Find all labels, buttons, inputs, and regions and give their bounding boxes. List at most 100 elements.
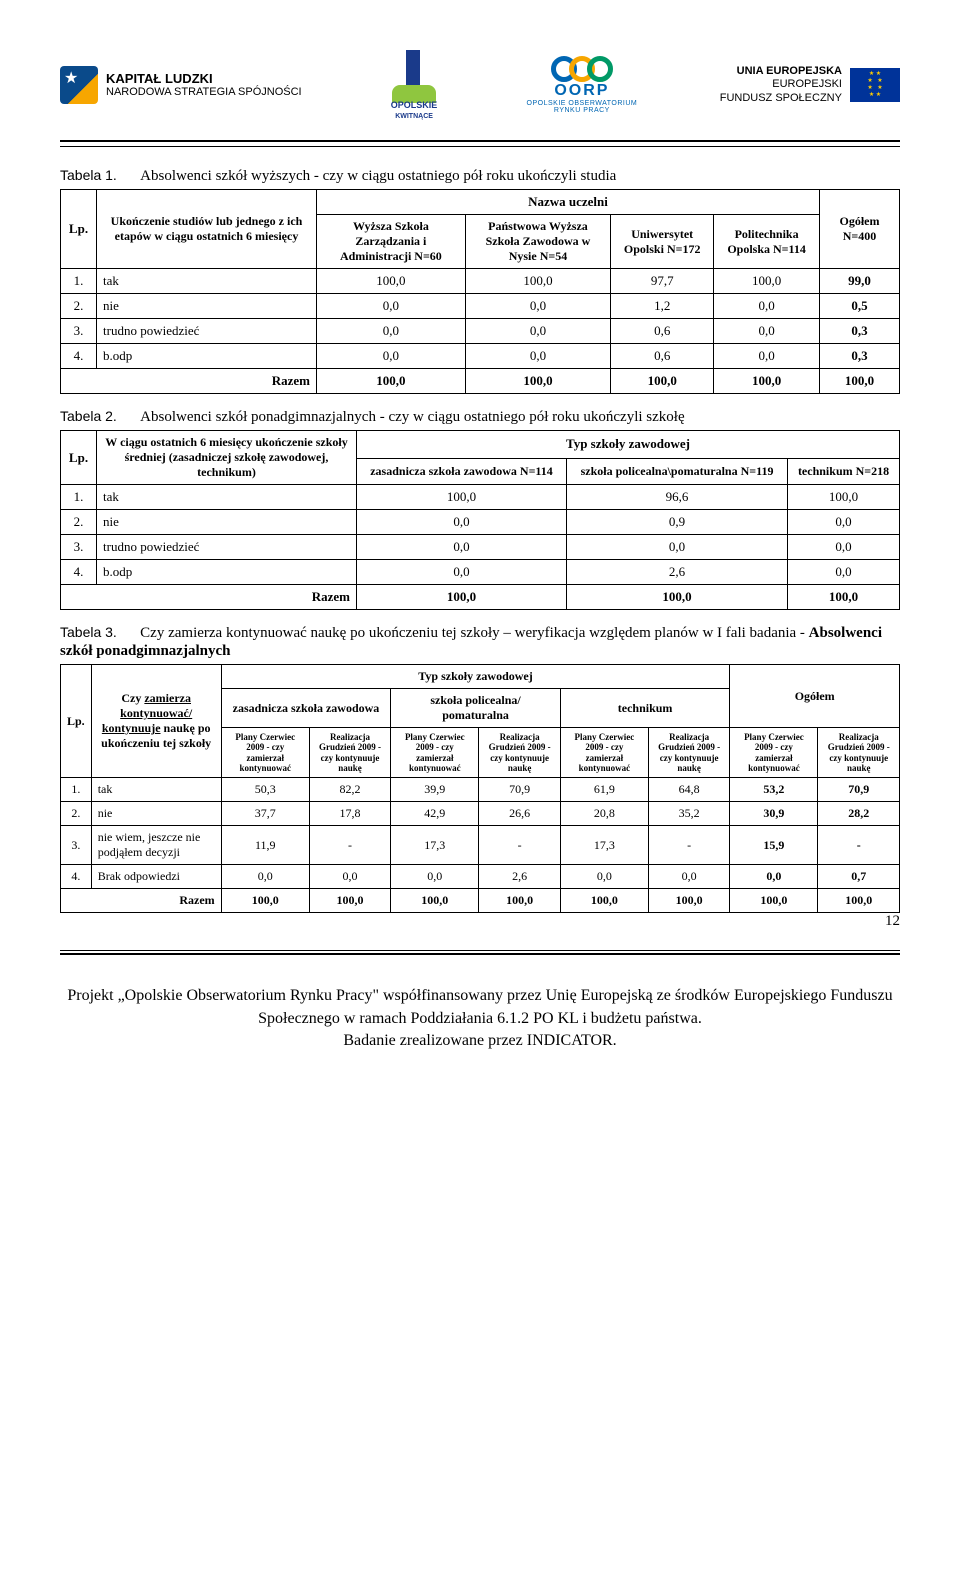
- t3-h-plan: Plany Czerwiec 2009 - czy zamierzał kont…: [730, 728, 818, 778]
- t2-h-desc: W ciągu ostatnich 6 miesięcy ukończenie …: [97, 431, 357, 485]
- t2-h-c2: technikum N=218: [788, 458, 900, 484]
- cell-label: trudno powiedzieć: [97, 319, 317, 344]
- logo-kapital-ludzki: KAPITAŁ LUDZKI NARODOWA STRATEGIA SPÓJNO…: [60, 66, 302, 104]
- cell-value: 2,6: [479, 865, 560, 889]
- cell-value: 0,3: [820, 344, 900, 369]
- table-row-razem: Razem100,0100,0100,0100,0100,0100,0100,0…: [61, 889, 900, 913]
- header-rule-1: [60, 140, 900, 142]
- table-row-razem: Razem100,0100,0100,0100,0100,0: [61, 369, 900, 394]
- cell-value: 0,0: [560, 865, 648, 889]
- t1-label: Tabela 1.: [60, 167, 117, 183]
- t3-h-real: Realizacja Grudzień 2009 - czy kontynuuj…: [309, 728, 390, 778]
- cell-value: 0,5: [820, 294, 900, 319]
- cell-value: 82,2: [309, 778, 390, 802]
- cell-razem-value: 100,0: [648, 889, 729, 913]
- cell-razem-label: Razem: [61, 369, 317, 394]
- t2-label: Tabela 2.: [60, 408, 117, 424]
- cell-value: 96,6: [566, 485, 787, 510]
- cell-value: 39,9: [391, 778, 479, 802]
- cell-value: 17,3: [391, 826, 479, 865]
- t3-h-sg1: szkoła policealna/ pomaturalna: [391, 689, 561, 728]
- t3-h-total: Ogółem: [730, 665, 900, 728]
- footer-rule-2: [60, 953, 900, 955]
- cell-lp: 4.: [61, 560, 97, 585]
- eu-flag-icon: [850, 68, 900, 102]
- t3-h-plan: Plany Czerwiec 2009 - czy zamierzał kont…: [221, 728, 309, 778]
- cell-razem-label: Razem: [61, 889, 222, 913]
- cell-value: 0,0: [357, 535, 567, 560]
- cell-value: 0,0: [309, 865, 390, 889]
- t1-h-total: Ogółem N=400: [820, 190, 900, 269]
- cell-value: 0,7: [818, 865, 900, 889]
- kl-title: KAPITAŁ LUDZKI: [106, 71, 213, 86]
- cell-value: 0,0: [317, 319, 466, 344]
- kl-sub: NARODOWA STRATEGIA SPÓJNOŚCI: [106, 86, 302, 98]
- cell-value: -: [648, 826, 729, 865]
- cell-razem-value: 100,0: [479, 889, 560, 913]
- footer-line2: Badanie zrealizowane przez INDICATOR.: [60, 1030, 900, 1052]
- cell-value: 70,9: [818, 778, 900, 802]
- cell-value: 37,7: [221, 802, 309, 826]
- t3-label: Tabela 3.: [60, 624, 117, 640]
- op-text: OPOLSKIE KWITNĄCE: [384, 100, 444, 120]
- cell-value: 0,0: [317, 294, 466, 319]
- cell-value: -: [818, 826, 900, 865]
- cell-value: 100,0: [788, 485, 900, 510]
- cell-value: 61,9: [560, 778, 648, 802]
- cell-label: nie: [97, 510, 357, 535]
- cell-razem-label: Razem: [61, 585, 357, 610]
- table-3: Lp. Czy zamierza kontynuować/ kontynuuje…: [60, 664, 900, 913]
- table-row: 3.trudno powiedzieć0,00,00,60,00,3: [61, 319, 900, 344]
- footer-line1: Projekt „Opolskie Obserwatorium Rynku Pr…: [60, 985, 900, 1030]
- cell-value: 17,8: [309, 802, 390, 826]
- cell-value: 0,0: [566, 535, 787, 560]
- t1-title: Absolwenci szkół wyższych - czy w ciągu …: [140, 168, 616, 184]
- cell-value: 100,0: [714, 269, 820, 294]
- footer-text: Projekt „Opolskie Obserwatorium Rynku Pr…: [60, 985, 900, 1052]
- cell-value: 0,3: [820, 319, 900, 344]
- t3-h-lp: Lp.: [61, 665, 92, 778]
- cell-label: b.odp: [97, 560, 357, 585]
- t3-caption: Tabela 3. Czy zamierza kontynuować naukę…: [60, 624, 900, 660]
- cell-value: 26,6: [479, 802, 560, 826]
- t3-title: Czy zamierza kontynuować naukę po ukończ…: [60, 625, 882, 659]
- t3-h-real: Realizacja Grudzień 2009 - czy kontynuuj…: [479, 728, 560, 778]
- cell-value: 0,0: [465, 319, 610, 344]
- cell-value: 11,9: [221, 826, 309, 865]
- table-row: 2.nie0,00,01,20,00,5: [61, 294, 900, 319]
- cell-label: nie: [97, 294, 317, 319]
- cell-lp: 2.: [61, 294, 97, 319]
- t3-h-plan: Plany Czerwiec 2009 - czy zamierzał kont…: [391, 728, 479, 778]
- cell-razem-value: 100,0: [714, 369, 820, 394]
- cell-lp: 3.: [61, 826, 92, 865]
- header-rule-2: [60, 146, 900, 147]
- cell-value: 0,6: [611, 319, 714, 344]
- t3-h-real: Realizacja Grudzień 2009 - czy kontynuuj…: [648, 728, 729, 778]
- cell-value: 2,6: [566, 560, 787, 585]
- t1-h-group: Nazwa uczelni: [317, 190, 820, 215]
- oorp-title: OORP: [527, 82, 638, 100]
- cell-razem-value: 100,0: [788, 585, 900, 610]
- cell-lp: 4.: [61, 865, 92, 889]
- kl-icon: [60, 66, 98, 104]
- cell-value: 28,2: [818, 802, 900, 826]
- table-row: 3.nie wiem, jeszcze nie podjąłem decyzji…: [61, 826, 900, 865]
- t3-h-sg2: technikum: [560, 689, 730, 728]
- header-logos: KAPITAŁ LUDZKI NARODOWA STRATEGIA SPÓJNO…: [60, 40, 900, 130]
- cell-razem-value: 100,0: [357, 585, 567, 610]
- cell-lp: 3.: [61, 535, 97, 560]
- cell-value: 0,0: [788, 510, 900, 535]
- cell-value: 0,6: [611, 344, 714, 369]
- page: KAPITAŁ LUDZKI NARODOWA STRATEGIA SPÓJNO…: [0, 0, 960, 1083]
- cell-razem-value: 100,0: [730, 889, 818, 913]
- table-row: 2.nie37,717,842,926,620,835,230,928,2: [61, 802, 900, 826]
- cell-label: trudno powiedzieć: [97, 535, 357, 560]
- cell-value: 0,0: [357, 510, 567, 535]
- cell-razem-value: 100,0: [221, 889, 309, 913]
- cell-value: 0,0: [714, 319, 820, 344]
- cell-lp: 2.: [61, 802, 92, 826]
- logo-opolskie: OPOLSKIE KWITNĄCE: [384, 50, 444, 120]
- cell-label: tak: [97, 269, 317, 294]
- cell-label: nie wiem, jeszcze nie podjąłem decyzji: [91, 826, 221, 865]
- cell-razem-value: 100,0: [317, 369, 466, 394]
